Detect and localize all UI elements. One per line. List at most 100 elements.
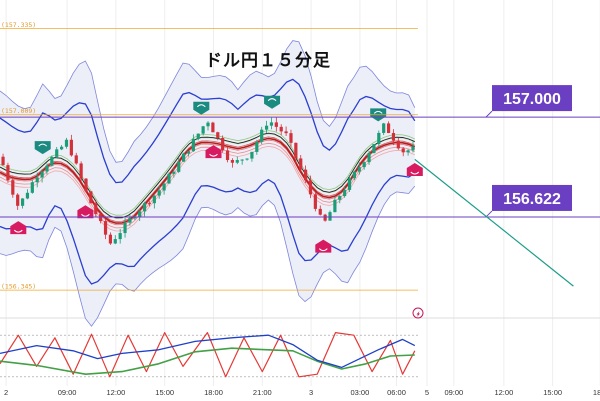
candle-body-44 bbox=[216, 132, 220, 139]
candle-body-9 bbox=[45, 165, 49, 172]
candle-body-84 bbox=[411, 146, 415, 151]
ma-center-line bbox=[0, 137, 416, 224]
candle-body-5 bbox=[25, 192, 30, 199]
candle-body-38 bbox=[186, 151, 191, 154]
oscillator-layer bbox=[0, 332, 418, 378]
x-tick-label-7: 03:00 bbox=[351, 388, 370, 397]
candle-body-82 bbox=[401, 148, 405, 153]
osc-green-line bbox=[0, 347, 415, 375]
low-marker-glyph-0 bbox=[13, 229, 23, 233]
callout-leader-0 bbox=[485, 110, 493, 118]
candle-body-28 bbox=[138, 211, 142, 218]
candle-body-66 bbox=[323, 214, 327, 221]
ma-line-5 bbox=[0, 130, 415, 216]
candle-body-0 bbox=[1, 156, 5, 166]
candle-body-77 bbox=[377, 132, 381, 145]
candle-body-12 bbox=[60, 146, 64, 150]
level-label-2: (156.345) bbox=[1, 283, 36, 291]
candle-body-14 bbox=[69, 139, 73, 156]
callout-box-0 bbox=[492, 85, 572, 112]
candle-body-13 bbox=[64, 139, 69, 147]
candle-body-10 bbox=[50, 156, 54, 166]
candle-body-69 bbox=[338, 196, 342, 200]
band-upper-3 bbox=[0, 40, 416, 163]
candle-body-24 bbox=[118, 233, 122, 240]
candle-body-72 bbox=[352, 171, 357, 179]
low-marker-glyph-1 bbox=[81, 213, 90, 217]
candle-body-27 bbox=[133, 217, 137, 219]
projection-line bbox=[414, 158, 574, 287]
candle-body-51 bbox=[250, 151, 254, 159]
candle-body-53 bbox=[260, 129, 264, 142]
x-tick-label-13: 18:0 bbox=[593, 388, 600, 397]
level-layer: (157.335) (157.009) (156.345) 157.000 156.62… bbox=[0, 21, 600, 291]
band-lower-3 bbox=[0, 185, 416, 327]
candle-body-62 bbox=[304, 169, 308, 181]
candle-body-65 bbox=[318, 208, 322, 215]
low-marker-4 bbox=[406, 163, 423, 176]
candle-body-19 bbox=[94, 203, 98, 215]
candle-body-8 bbox=[40, 171, 44, 178]
candle-body-52 bbox=[255, 141, 259, 152]
candle-body-26 bbox=[128, 218, 132, 223]
low-marker-glyph-4 bbox=[410, 171, 420, 175]
candle-body-3 bbox=[16, 194, 20, 206]
low-marker-2 bbox=[205, 145, 222, 159]
candle-body-42 bbox=[206, 122, 210, 127]
osc-blue-line bbox=[0, 334, 416, 369]
low-marker-glyph-3 bbox=[318, 248, 328, 252]
callout-box-1 bbox=[492, 184, 572, 211]
candle-body-36 bbox=[177, 161, 181, 172]
ma-black-line bbox=[0, 132, 415, 219]
candle-body-25 bbox=[123, 222, 127, 234]
x-tick-label-1: 09:00 bbox=[58, 388, 77, 397]
high-marker-0 bbox=[34, 141, 51, 155]
candle-body-16 bbox=[79, 163, 83, 179]
candle-body-58 bbox=[284, 131, 288, 134]
x-tick-label-11: 12:00 bbox=[494, 388, 513, 397]
candle-body-74 bbox=[362, 162, 366, 168]
x-tick-label-6: 3 bbox=[309, 388, 313, 397]
x-tick-label-5: 21:00 bbox=[253, 388, 272, 397]
candle-body-45 bbox=[221, 138, 225, 151]
callout-leader-1 bbox=[485, 210, 493, 218]
candle-body-40 bbox=[196, 133, 200, 139]
candle-body-50 bbox=[245, 158, 249, 160]
candle-body-78 bbox=[382, 123, 386, 133]
level-label-0: (157.335) bbox=[1, 21, 36, 29]
candle-body-29 bbox=[142, 203, 147, 212]
candle-body-73 bbox=[357, 167, 361, 172]
candle-body-46 bbox=[225, 150, 230, 161]
band-upper-2 bbox=[0, 78, 416, 184]
candle-body-33 bbox=[162, 183, 166, 191]
high-marker-2 bbox=[264, 95, 281, 109]
ma-line-2 bbox=[0, 139, 415, 226]
high-marker-glyph-1 bbox=[196, 104, 206, 108]
candle-body-64 bbox=[313, 194, 317, 209]
osc-red-line bbox=[0, 332, 416, 378]
candle-body-57 bbox=[279, 126, 283, 132]
candle-body-31 bbox=[152, 195, 156, 204]
candle-body-80 bbox=[391, 133, 396, 141]
x-tick-label-10: 09:00 bbox=[444, 388, 463, 397]
candle-body-23 bbox=[113, 239, 117, 244]
low-marker-1 bbox=[77, 205, 94, 219]
high-marker-glyph-3 bbox=[373, 110, 383, 114]
candle-body-37 bbox=[182, 153, 186, 162]
candle-body-67 bbox=[328, 212, 332, 221]
candle-body-11 bbox=[55, 149, 59, 157]
candle-body-30 bbox=[147, 203, 152, 205]
high-marker-glyph-0 bbox=[38, 143, 48, 147]
band-lower-2 bbox=[0, 172, 416, 285]
candle-body-83 bbox=[406, 150, 410, 153]
bollinger-band-layer bbox=[0, 40, 416, 327]
time-axis: 2 09:00 12:00 15:00 18:00 21:00 3 03:00 06:00 5 09… bbox=[4, 388, 600, 397]
replay-icon[interactable] bbox=[412, 307, 424, 319]
x-tick-label-4: 18:00 bbox=[204, 388, 223, 397]
candle-body-54 bbox=[264, 125, 269, 130]
x-tick-label-8: 06:00 bbox=[387, 388, 406, 397]
low-marker-glyph-2 bbox=[209, 153, 218, 157]
high-marker-1 bbox=[193, 101, 210, 115]
candle-body-63 bbox=[308, 180, 313, 195]
